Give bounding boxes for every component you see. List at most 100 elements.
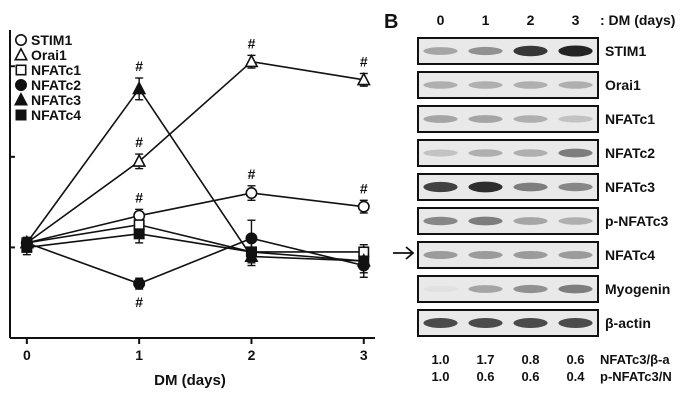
data-point-nfatc3 (132, 80, 147, 95)
band-nfatc1 (558, 115, 593, 123)
legend-marker-nfatc2 (15, 79, 27, 92)
band-nfatc4 (558, 251, 593, 259)
band-myogenin (558, 284, 593, 294)
band-nfatc4 (513, 251, 548, 259)
ratio-value: 0.8 (521, 352, 539, 367)
data-point-nfatc4 (358, 255, 370, 267)
data-point-nfatc4 (245, 246, 257, 258)
ratio-value: 1.0 (431, 352, 449, 367)
legend-marker-nfatc4 (15, 109, 27, 121)
band-nfatc2 (423, 149, 458, 157)
legend-label-nfatc2: NFATc2 (31, 77, 81, 93)
band-p-nfatc3 (423, 216, 458, 226)
data-point-nfatc2 (133, 277, 146, 290)
band--actin (423, 318, 458, 328)
series-line-orai1 (26, 60, 364, 244)
legend-label-orai1: Orai1 (31, 47, 67, 63)
data-point-nfatc1 (133, 219, 145, 231)
lane-label: 3 (572, 12, 580, 28)
blot-label-nfatc3: NFATc3 (605, 179, 655, 195)
band-stim1 (468, 46, 503, 56)
data-point-orai1 (132, 153, 147, 167)
blot-label-orai1: Orai1 (605, 77, 641, 93)
band-stim1 (423, 47, 458, 55)
band-myogenin (513, 284, 548, 294)
x-tick-label: 1 (135, 347, 143, 363)
legend-label-nfatc4: NFATc4 (31, 107, 81, 123)
panel-a-line-chart: 0 1 2 3 DM (days) # # # # # # # # STIM1Orai1NFATc1… (9, 30, 375, 389)
legend-label-nfatc1: NFATc1 (31, 62, 81, 78)
legend-marker-nfatc3 (13, 92, 29, 106)
data-point-orai1 (356, 71, 371, 86)
legend-label-nfatc3: NFATc3 (31, 92, 81, 108)
significance-mark-orai1: # (248, 35, 256, 51)
panel-a-axes (9, 30, 375, 339)
ratio-value: 0.6 (476, 369, 494, 384)
data-point-nfatc2 (245, 232, 258, 245)
x-axis-title: DM (days) (154, 372, 226, 389)
band--actin (468, 318, 503, 328)
series-markers (19, 53, 371, 290)
ratio-value: 0.6 (566, 352, 584, 367)
band-p-nfatc3 (558, 217, 593, 225)
panel-b-letter: B (384, 11, 398, 33)
significance-mark-stim1: # (360, 180, 368, 196)
band-nfatc4 (468, 251, 503, 259)
band-orai1 (423, 81, 458, 89)
ratio-value: 1.7 (476, 352, 494, 367)
x-tick-label: 0 (23, 347, 31, 363)
ratio-label: NFATc3/β-a (600, 352, 670, 367)
band-stim1 (558, 45, 593, 57)
band-orai1 (558, 81, 593, 89)
blot-ratio-rows: 1.0 1.7 0.8 0.6 NFATc3/β-a 1.0 0.6 0.6 0.4 p-NFAT… (431, 352, 671, 384)
blot-label-nfatc2: NFATc2 (605, 145, 655, 161)
panel-a-ticks: 0 1 2 3 (10, 65, 368, 363)
ratio-value: 1.0 (431, 369, 449, 384)
band-orai1 (513, 81, 548, 89)
lane-label: 2 (527, 12, 535, 28)
blot-label-nfatc4: NFATc4 (605, 247, 655, 263)
series-line-stim1 (26, 192, 364, 244)
band-nfatc2 (558, 148, 593, 158)
significance-mark-stim1: # (135, 189, 143, 205)
lane-label: 0 (437, 12, 445, 28)
series-line-nfatc4 (26, 233, 364, 262)
arrow-head (405, 246, 415, 260)
significance-mark-nfatc3: # (135, 58, 143, 74)
band-stim1 (513, 45, 548, 57)
significance-marks: # # # # # # # # (135, 35, 368, 310)
blot-label-p-nfatc3: p-NFATc3 (605, 213, 668, 229)
legend-marker-stim1 (15, 33, 27, 46)
significance-mark-stim1: # (248, 166, 256, 182)
lane-unit-label: : DM (days) (600, 12, 675, 28)
ratio-value: 0.4 (566, 369, 585, 384)
arrow-marker (393, 246, 415, 260)
series-line-nfatc3 (26, 87, 364, 262)
legend-marker-nfatc1 (15, 64, 27, 76)
band-p-nfatc3 (513, 217, 548, 225)
band-nfatc3 (558, 182, 593, 192)
significance-mark-orai1: # (135, 134, 143, 150)
band-nfatc1 (423, 115, 458, 123)
data-point-nfatc4 (133, 228, 145, 240)
band-nfatc3 (423, 181, 458, 193)
blot-label-nfatc1: NFATc1 (605, 111, 655, 127)
data-point-nfatc4 (21, 241, 33, 253)
blot-lane-header: 0 1 2 3: DM (days) (437, 12, 676, 28)
x-tick-label: 3 (360, 347, 368, 363)
band-orai1 (468, 81, 503, 89)
blot-rows: STIM1 Orai1 NFATc1 NFATc2 NFATc3 p-NFATc3 NFAT… (417, 37, 670, 337)
band-nfatc2 (468, 149, 503, 157)
ratio-value: 0.6 (521, 369, 539, 384)
blot-label--actin: β-actin (605, 315, 651, 331)
data-point-stim1 (357, 200, 370, 213)
series-lines (26, 60, 364, 285)
data-point-orai1 (244, 53, 259, 68)
data-point-stim1 (245, 187, 258, 200)
blot-label-stim1: STIM1 (605, 43, 646, 59)
x-tick-label: 2 (248, 347, 256, 363)
legend-marker-orai1 (13, 47, 29, 61)
blot-label-myogenin: Myogenin (605, 281, 670, 297)
